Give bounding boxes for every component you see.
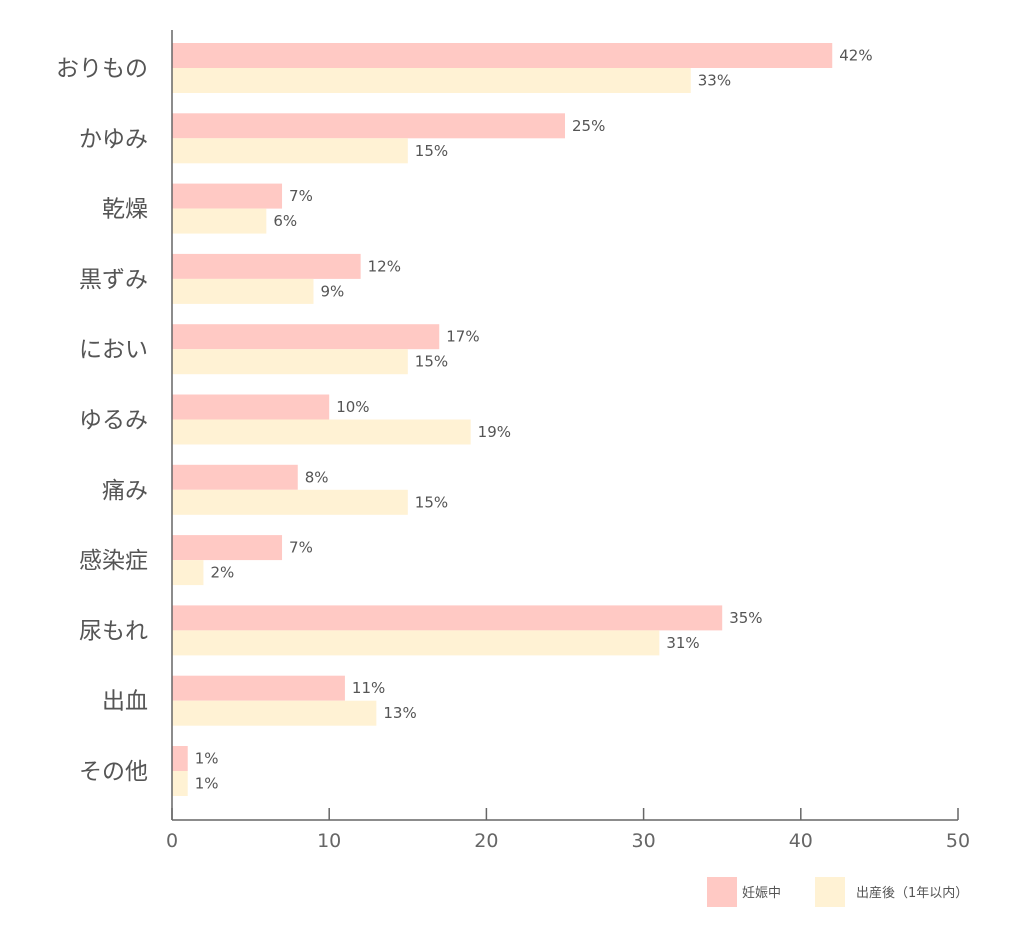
legend-label-postpartum: 出産後（1年以内） [856,885,968,901]
data-label: 7% [289,187,313,205]
data-label: 8% [305,468,329,486]
bar-pregnancy-8 [172,605,723,631]
data-label: 6% [273,212,297,230]
data-labels-layer: 42% 33% 25% 15% 7% 6% 12% 9% 17% 15% 10% 19% 8% 15% 7%… [195,47,873,793]
legend-swatch-postpartum [815,877,845,907]
bar-pregnancy-0 [172,43,833,68]
bar-pregnancy-1 [172,113,565,139]
x-tick-label: 10 [317,830,341,852]
data-label: 10% [336,398,369,416]
bar-postpartum-5 [172,419,471,445]
category-label: 痛み [102,478,148,504]
bar-postpartum-0 [172,68,691,93]
data-label: 33% [698,72,731,90]
category-label: 乾燥 [102,197,148,223]
x-tick-label: 30 [632,830,656,852]
bar-pregnancy-9 [172,675,345,701]
data-label: 25% [572,117,605,135]
bar-pregnancy-5 [172,394,330,420]
data-label: 15% [415,353,448,371]
bar-postpartum-4 [172,349,408,375]
bar-pregnancy-6 [172,464,298,490]
bar-postpartum-9 [172,700,377,726]
bar-pregnancy-7 [172,535,283,561]
x-tick-label: 40 [789,830,813,852]
category-label: おりもの [56,56,148,82]
bar-postpartum-3 [172,278,314,304]
data-label: 35% [729,609,762,627]
data-label: 13% [383,704,416,722]
x-tick-label: 0 [166,830,178,852]
bars-layer [172,43,833,796]
axis-layer: 0 10 20 30 40 50 [166,30,970,852]
category-label: 感染症 [79,548,148,574]
data-label: 11% [352,679,385,697]
bar-pregnancy-10 [172,746,188,771]
bar-postpartum-1 [172,138,408,164]
category-label: におい [79,337,148,363]
data-label: 12% [368,257,401,275]
category-label: 黒ずみ [79,267,148,293]
data-label: 31% [666,634,699,652]
data-label: 7% [289,539,313,557]
legend: 妊娠中 出産後（1年以内） [707,877,968,907]
bar-postpartum-2 [172,208,267,234]
bar-pregnancy-3 [172,253,361,279]
x-tick-label: 20 [474,830,498,852]
data-label: 19% [478,423,511,441]
category-label: 尿もれ [79,618,148,644]
data-label: 17% [446,328,479,346]
x-tick-label: 50 [946,830,970,852]
data-label: 42% [839,47,872,65]
category-label: その他 [79,759,148,785]
legend-swatch-pregnancy [707,877,737,907]
data-label: 9% [320,282,344,300]
bar-pregnancy-2 [172,183,283,209]
bar-pregnancy-4 [172,324,440,350]
data-label: 1% [195,775,219,793]
bar-postpartum-6 [172,489,408,515]
data-label: 15% [415,142,448,160]
category-label: 出血 [102,689,148,715]
bar-postpartum-7 [172,560,204,586]
category-label: ゆるみ [79,408,148,434]
data-label: 1% [195,750,219,768]
legend-label-pregnancy: 妊娠中 [742,886,781,901]
bar-postpartum-8 [172,630,660,656]
data-label: 2% [210,564,234,582]
category-label: かゆみ [79,126,148,152]
bar-postpartum-10 [172,771,188,796]
data-label: 15% [415,493,448,511]
